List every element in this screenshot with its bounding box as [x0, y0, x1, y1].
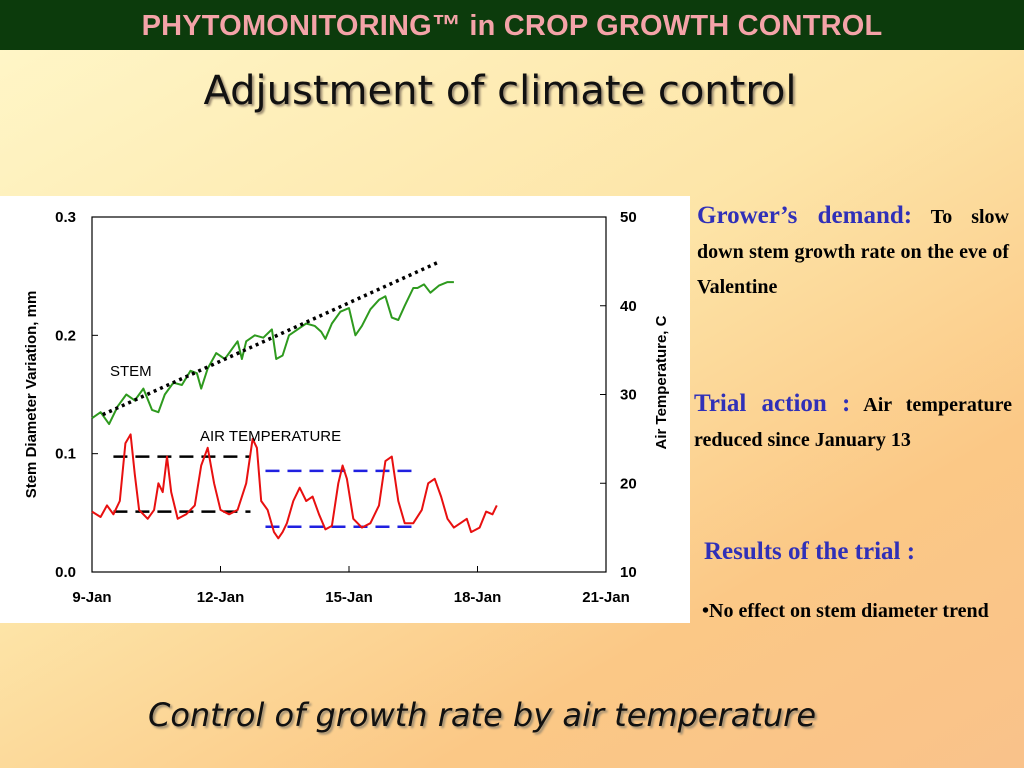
right-axis-title: Air Temperature, C — [653, 315, 670, 449]
trial-action-heading: Trial action : — [694, 390, 851, 417]
left-axis-tick-label: 0.2 — [55, 327, 76, 344]
right-axis-tick-label: 50 — [620, 209, 637, 226]
chart-panel: 0.0 0.1 0.2 0.3 10 20 30 40 50 9-Jan 12-Jan 15-Jan 1… — [0, 196, 690, 623]
air-temperature-series-line — [91, 433, 498, 540]
right-axis-tick-label: 20 — [620, 475, 637, 492]
stem-annotation: STEM — [110, 363, 152, 380]
air-temperature-annotation: AIR TEMPERATURE — [200, 428, 341, 445]
growers-demand-heading: Grower’s demand: — [697, 202, 913, 229]
right-axis-tick-label: 30 — [620, 387, 637, 404]
plot-frame — [91, 216, 607, 573]
header-banner: PHYTOMONITORING™ in CROP GROWTH CONTROL — [0, 0, 1024, 50]
x-axis-tick-label: 9-Jan — [72, 589, 111, 606]
growers-demand-text: To slow down stem growth rate on the eve… — [697, 206, 1010, 298]
left-axis-tick-label: 0.0 — [55, 564, 76, 581]
right-axis-tick-label: 40 — [620, 298, 637, 315]
stem-trend-line — [101, 260, 440, 417]
right-axis-tick-label: 10 — [620, 564, 637, 581]
results-heading: Results of the trial : — [704, 538, 916, 565]
page-title: Adjustment of climate control — [203, 68, 797, 114]
x-axis-tick-label: 15-Jan — [325, 589, 373, 606]
left-axis-title: Stem Diameter Variation, mm — [23, 291, 40, 499]
x-axis-tick-label: 21-Jan — [582, 589, 630, 606]
left-axis-tick-label: 0.1 — [55, 446, 76, 463]
left-axis-tick-label: 0.3 — [55, 209, 76, 226]
x-axis-tick-label: 18-Jan — [454, 589, 502, 606]
stem-series-line — [91, 281, 454, 426]
stem-air-chart: 0.0 0.1 0.2 0.3 10 20 30 40 50 9-Jan 12-Jan 15-Jan 1… — [23, 209, 670, 606]
x-axis-tick-label: 12-Jan — [197, 589, 245, 606]
trial-action-text: Air temperature reduced since January 13 — [694, 394, 1013, 451]
bottom-caption: Control of growth rate by air temperatur… — [147, 696, 817, 734]
trial-action-block: Trial action : Air temperature reduced s… — [694, 386, 1012, 458]
results-item: •No effect on stem diameter trend — [702, 600, 989, 622]
growers-demand-block: Grower’s demand: To slow down stem growt… — [697, 198, 1009, 305]
